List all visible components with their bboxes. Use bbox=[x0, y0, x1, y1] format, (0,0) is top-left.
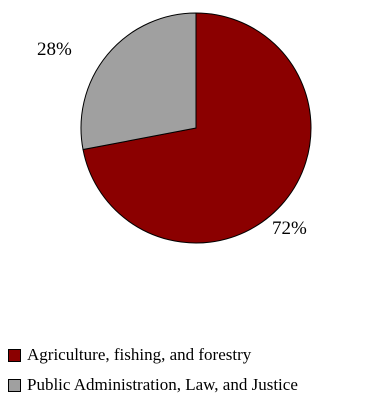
legend-swatch-agriculture bbox=[8, 348, 21, 362]
pie-slice-public-administration bbox=[80, 12, 197, 151]
legend-item-public-administration: Public Administration, Law, and Justice bbox=[8, 374, 298, 396]
legend-swatch-public-administration bbox=[8, 378, 21, 392]
pie-slices bbox=[80, 12, 312, 244]
legend-label-public-administration: Public Administration, Law, and Justice bbox=[27, 375, 298, 394]
slice-label-agriculture: 72% bbox=[272, 218, 307, 239]
legend-label-agriculture: Agriculture, fishing, and forestry bbox=[27, 345, 252, 364]
slice-label-public-administration: 28% bbox=[37, 39, 72, 60]
pie-slice-agriculture bbox=[82, 12, 312, 244]
legend-item-agriculture: Agriculture, fishing, and forestry bbox=[8, 344, 298, 366]
pie-chart: 72% 28% bbox=[37, 12, 312, 244]
legend: Agriculture, fishing, and forestry Publi… bbox=[8, 344, 298, 404]
